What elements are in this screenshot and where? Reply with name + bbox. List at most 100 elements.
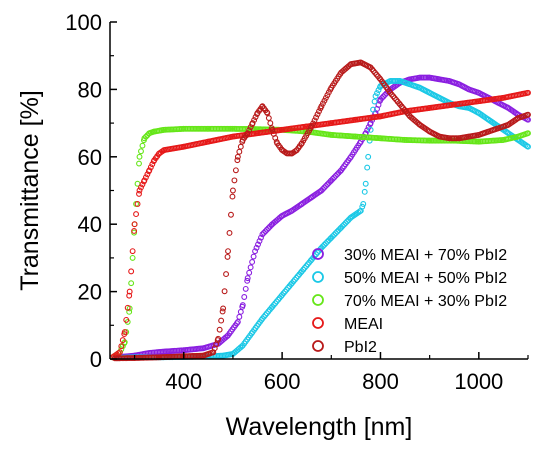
data-point	[123, 316, 130, 323]
data-point	[381, 92, 388, 98]
data-point	[360, 201, 367, 207]
data-point	[379, 95, 385, 101]
data-point	[362, 180, 369, 187]
data-point	[525, 111, 531, 118]
data-point	[221, 288, 228, 295]
data-point	[234, 157, 241, 164]
legend-marker	[312, 340, 324, 352]
data-point	[265, 115, 272, 122]
y-tick-label: 20	[78, 280, 102, 305]
data-point	[318, 187, 325, 194]
data-point	[129, 248, 136, 255]
data-point	[265, 225, 272, 232]
data-point	[329, 233, 336, 240]
data-point	[136, 190, 142, 197]
data-point	[249, 258, 256, 265]
data-point	[138, 184, 144, 191]
data-point	[364, 164, 371, 171]
data-point	[142, 133, 149, 140]
data-point	[329, 175, 336, 182]
data-point	[134, 201, 141, 207]
data-point	[311, 117, 318, 124]
x-tick-label: 1000	[454, 369, 503, 394]
data-point	[310, 120, 317, 127]
data-point	[344, 218, 350, 225]
data-point	[133, 211, 140, 218]
data-point	[339, 223, 346, 230]
data-point	[239, 302, 246, 309]
data-point	[234, 153, 241, 160]
data-point	[146, 167, 153, 174]
data-point	[361, 188, 368, 195]
data-point	[250, 253, 257, 260]
data-point	[371, 98, 378, 105]
data-point	[322, 183, 329, 189]
data-point	[374, 90, 380, 97]
data-point	[321, 241, 328, 248]
data-point	[334, 171, 341, 178]
data-point	[229, 187, 236, 194]
data-point	[525, 89, 531, 96]
data-point	[332, 172, 339, 179]
data-point	[380, 93, 387, 100]
data-point	[367, 120, 374, 127]
legend-marker	[312, 248, 324, 260]
legend-marker	[312, 271, 324, 283]
data-point	[236, 148, 243, 155]
data-point	[244, 277, 251, 284]
data-point	[377, 96, 384, 103]
legend-label: MEAI	[344, 316, 383, 333]
data-point	[313, 114, 319, 121]
data-point	[225, 248, 231, 255]
data-point	[264, 110, 271, 116]
data-point	[136, 187, 143, 194]
legend-item-50pct-meai-50pct-pbi2: 50% MEAI + 50% PbI2	[312, 270, 507, 287]
data-point	[256, 238, 263, 245]
data-point	[263, 226, 270, 233]
data-point	[131, 227, 138, 234]
data-point	[249, 120, 256, 127]
data-point	[372, 93, 379, 100]
x-tick-label: 400	[165, 369, 202, 394]
data-point	[246, 269, 253, 276]
y-tick-label: 80	[78, 77, 102, 102]
data-point	[328, 177, 335, 184]
legend-item-30pct-meai-70pct-pbi2: 30% MEAI + 70% PbI2	[312, 247, 507, 264]
data-point	[229, 193, 236, 200]
data-point	[128, 268, 135, 275]
data-point	[324, 238, 331, 245]
data-point	[232, 167, 239, 174]
data-point	[319, 186, 326, 192]
legend-item-pbi2: PbI2	[312, 339, 377, 356]
legend-label: 30% MEAI + 70% PbI2	[344, 247, 507, 264]
legend-marker	[312, 317, 324, 329]
data-point	[321, 184, 328, 191]
y-tick-label: 60	[78, 145, 102, 170]
data-point	[237, 143, 244, 150]
data-point	[251, 117, 258, 124]
axes	[109, 21, 529, 360]
data-point	[234, 318, 241, 325]
data-point	[241, 294, 248, 300]
data-point	[341, 221, 348, 228]
data-point	[308, 123, 315, 130]
data-point	[367, 126, 374, 133]
legend-marker	[312, 294, 324, 306]
series-pbi2	[111, 59, 531, 362]
y-axis-title: Transmittance [%]	[16, 90, 44, 291]
plot-area	[109, 59, 531, 362]
data-point	[142, 174, 149, 181]
data-point	[252, 248, 259, 255]
data-point	[126, 288, 133, 295]
data-point	[116, 349, 123, 356]
data-point	[129, 254, 136, 261]
data-point	[262, 228, 269, 235]
data-point	[219, 308, 226, 315]
data-point	[331, 231, 338, 238]
data-point	[316, 108, 322, 115]
y-tick-label: 100	[65, 10, 102, 35]
data-point	[237, 308, 244, 315]
data-point	[131, 221, 138, 228]
data-point	[244, 130, 251, 137]
legend-label: 70% MEAI + 30% PbI2	[344, 293, 507, 310]
